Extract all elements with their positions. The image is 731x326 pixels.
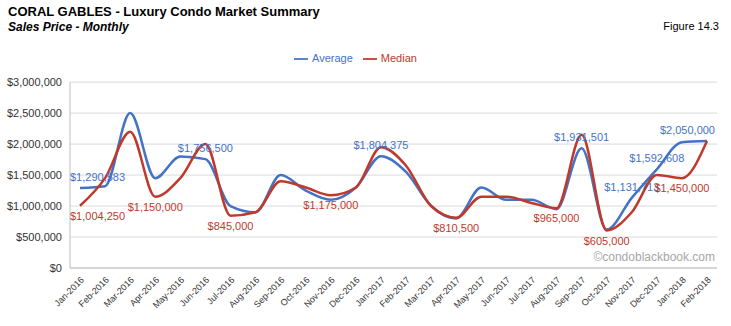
- svg-text:Jun-2016: Jun-2016: [178, 275, 212, 309]
- svg-text:Oct-2016: Oct-2016: [278, 274, 312, 309]
- svg-text:Jan-2016: Jan-2016: [52, 274, 86, 309]
- svg-text:$1,931,501: $1,931,501: [554, 131, 609, 143]
- svg-text:Mar-2016: Mar-2016: [101, 274, 137, 310]
- svg-text:Apr-2016: Apr-2016: [127, 274, 162, 309]
- svg-text:Feb-2016: Feb-2016: [76, 274, 111, 310]
- svg-text:Sep-2017: Sep-2017: [552, 274, 588, 310]
- svg-text:$2,000,000: $2,000,000: [8, 138, 62, 150]
- svg-text:$810,500: $810,500: [433, 222, 479, 234]
- svg-text:Jul-2016: Jul-2016: [204, 274, 237, 307]
- svg-text:$965,000: $965,000: [534, 212, 580, 224]
- svg-text:$1,175,000: $1,175,000: [303, 199, 358, 211]
- svg-text:Jul-2017: Jul-2017: [505, 274, 538, 307]
- svg-text:Feb-2018: Feb-2018: [679, 275, 713, 309]
- svg-text:$2,500,000: $2,500,000: [8, 107, 62, 119]
- svg-text:Aug-2017: Aug-2017: [527, 274, 563, 310]
- svg-text:Jun-2017: Jun-2017: [479, 275, 513, 309]
- svg-text:$1,592,608: $1,592,608: [629, 152, 684, 164]
- svg-text:$1,290,583: $1,290,583: [70, 171, 125, 183]
- svg-text:$1,450,000: $1,450,000: [654, 182, 709, 194]
- html-text:Sales Price - Monthly: Sales Price - Monthly: [8, 20, 129, 34]
- svg-text:$1,004,250: $1,004,250: [70, 210, 125, 222]
- svg-text:$0: $0: [50, 262, 62, 274]
- svg-text:Dec-2016: Dec-2016: [327, 274, 362, 310]
- svg-text:Nov-2016: Nov-2016: [302, 274, 337, 310]
- svg-text:$1,131,713: $1,131,713: [604, 181, 659, 193]
- html-text:Figure 14.3: Figure 14.3: [663, 20, 719, 32]
- svg-text:$500,000: $500,000: [16, 231, 62, 243]
- svg-text:Mar-2017: Mar-2017: [402, 274, 438, 310]
- svg-text:Sep-2016: Sep-2016: [251, 274, 287, 310]
- html-text:©condoblackbook.com: ©condoblackbook.com: [593, 250, 715, 264]
- svg-text:Feb-2017: Feb-2017: [377, 274, 412, 310]
- svg-text:$845,000: $845,000: [208, 220, 254, 232]
- svg-text:May-2017: May-2017: [451, 274, 488, 311]
- svg-text:Nov-2017: Nov-2017: [603, 274, 638, 310]
- svg-text:Jan-2018: Jan-2018: [654, 274, 688, 309]
- svg-text:Aug-2016: Aug-2016: [226, 274, 262, 310]
- html-text:CORAL GABLES - Luxury Condo Ma: CORAL GABLES - Luxury Condo Market Summa…: [8, 4, 320, 19]
- svg-text:$1,150,000: $1,150,000: [128, 201, 183, 213]
- svg-text:$1,756,500: $1,756,500: [178, 142, 233, 154]
- html-text:Average: Average: [312, 52, 353, 64]
- svg-text:$2,050,000: $2,050,000: [660, 124, 715, 136]
- svg-text:$1,000,000: $1,000,000: [8, 200, 62, 212]
- svg-text:$1,500,000: $1,500,000: [8, 169, 62, 181]
- svg-text:$1,804,375: $1,804,375: [353, 139, 408, 151]
- svg-text:$605,000: $605,000: [584, 235, 630, 247]
- svg-text:May-2016: May-2016: [150, 274, 187, 311]
- html-text:Median: Median: [380, 52, 417, 64]
- svg-text:Oct-2017: Oct-2017: [579, 274, 613, 309]
- svg-text:Dec-2017: Dec-2017: [628, 274, 663, 310]
- svg-text:Jan-2017: Jan-2017: [353, 274, 387, 309]
- svg-text:$3,000,000: $3,000,000: [8, 76, 62, 88]
- svg-text:Apr-2017: Apr-2017: [428, 274, 463, 309]
